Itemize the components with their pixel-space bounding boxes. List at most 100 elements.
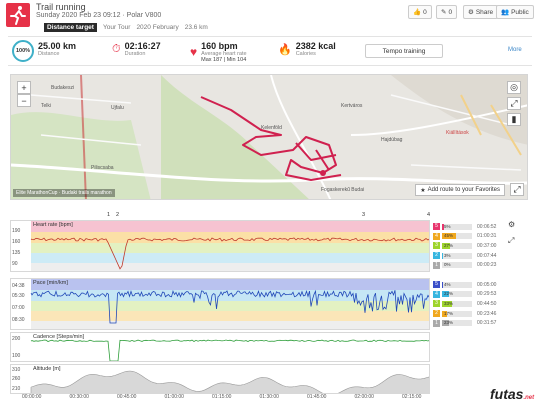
cadence-chart[interactable]: Cadence [Steps/min] 200 100 bbox=[10, 332, 430, 362]
cadence-plot bbox=[30, 339, 429, 361]
heart-rate-label: Average heart rate bbox=[201, 51, 247, 57]
more-link[interactable]: More bbox=[508, 47, 522, 53]
zoom-out-button[interactable]: − bbox=[17, 94, 31, 107]
map-label: Budakeszi bbox=[51, 85, 75, 91]
heart-rate-title: Heart rate [bpm] bbox=[33, 222, 73, 228]
zone-time: 00:31:57 bbox=[477, 320, 497, 327]
heart-rate-chart[interactable]: Heart rate [bpm] 190 160 135 90 bbox=[10, 220, 430, 272]
zone-row: 4 45% 01:00:31 bbox=[433, 232, 523, 242]
settings-icon[interactable]: ⚙ bbox=[508, 220, 516, 229]
y-tick: 310 bbox=[12, 367, 21, 373]
tag-month[interactable]: 2020 February bbox=[136, 24, 179, 31]
workout-header: Trail running Sunday 2020 Feb 23 09:12 ·… bbox=[0, 0, 540, 34]
route-map[interactable]: + − ◎ ⤢ ▮ Budakeszi Ujfalu Telki Kertvár… bbox=[10, 74, 528, 200]
fullscreen-icon[interactable]: ⤢ bbox=[507, 97, 521, 110]
stopwatch-icon: ⏱ bbox=[112, 42, 121, 55]
heart-rate-plot bbox=[30, 221, 429, 271]
zone-row: 3 33% 00:44:50 bbox=[433, 299, 523, 309]
zone-percent: 5% bbox=[444, 223, 451, 229]
heart-icon: ♥ bbox=[190, 45, 198, 59]
like-button[interactable]: 👍 0 bbox=[408, 5, 432, 19]
altitude-plot bbox=[30, 370, 429, 393]
expand-icon[interactable]: ⤢ bbox=[510, 183, 524, 196]
y-tick: 04:38 bbox=[12, 283, 25, 289]
zone-bar: 4% bbox=[442, 281, 472, 288]
fullscreen-icon[interactable]: ⤢ bbox=[508, 236, 515, 245]
distance-target-badge: Distance target bbox=[44, 23, 97, 32]
workout-subtitle: Sunday 2020 Feb 23 09:12 · Polar V800 bbox=[36, 12, 162, 19]
zone-row: 1 23% 00:31:57 bbox=[433, 318, 523, 328]
zone-row: 3 27% 00:37:00 bbox=[433, 241, 523, 251]
y-tick: 160 bbox=[12, 239, 21, 245]
pace-zones: 5 4% 00:05:00 4 22% 00:29:53 3 33% 00:44:50 2 17% 0… bbox=[433, 280, 523, 328]
altitude-chart[interactable]: Altitude [m] 310 260 210 bbox=[10, 364, 430, 394]
tag-tour[interactable]: Your Tour bbox=[102, 24, 131, 31]
duration-value: 02:16:27 bbox=[124, 41, 161, 51]
heart-rate-range: Max 187 | Min 104 bbox=[201, 57, 247, 63]
thumb-up-icon: 👍 bbox=[413, 9, 422, 16]
map-caption: Elite MarathonCup · Budaki trails marath… bbox=[13, 189, 115, 197]
zone-time: 00:06:52 bbox=[477, 223, 497, 230]
public-button[interactable]: 👥 Public bbox=[496, 5, 534, 19]
pace-plot bbox=[30, 279, 429, 329]
y-tick: 07:00 bbox=[12, 305, 25, 311]
zone-percent: 45% bbox=[444, 233, 454, 239]
running-icon bbox=[6, 3, 30, 27]
cadence-title: Cadence [Steps/min] bbox=[33, 334, 85, 340]
layers-icon[interactable]: ◎ bbox=[507, 81, 521, 94]
zone-percent: 3% bbox=[444, 252, 451, 258]
map-label: Ujfalu bbox=[111, 105, 124, 111]
lap-marker[interactable]: 1 bbox=[107, 212, 111, 218]
zone-time: 00:44:50 bbox=[477, 300, 497, 307]
x-tick: 01:00:00 bbox=[164, 394, 184, 400]
y-tick: 05:30 bbox=[12, 293, 25, 299]
stats-bar: 100% 25.00 km Distance ⏱ 02:16:27 Durati… bbox=[8, 36, 532, 66]
pace-chart[interactable]: Pace [min/km] 04:38 05:30 07:00 08:30 bbox=[10, 278, 430, 330]
pace-title: Pace [min/km] bbox=[33, 280, 68, 286]
calories-stat: 🔥 2382 kcal Calories bbox=[278, 41, 336, 57]
zone-row: 5 4% 00:05:00 bbox=[433, 280, 523, 290]
y-tick: 90 bbox=[12, 261, 18, 267]
zone-row: 1 0% 00:00:23 bbox=[433, 260, 523, 270]
zone-swatch: 4 bbox=[433, 290, 440, 298]
street-view-icon[interactable]: ▮ bbox=[507, 113, 521, 126]
x-tick: 01:45:00 bbox=[307, 394, 327, 400]
zone-time: 00:23:46 bbox=[477, 310, 497, 317]
y-tick: 260 bbox=[12, 376, 21, 382]
add-favorite-button[interactable]: ★ Add route to your Favorites bbox=[415, 184, 505, 196]
zone-row: 2 17% 00:23:46 bbox=[433, 309, 523, 319]
heart-rate-zones: 5 5% 00:06:52 4 45% 01:00:31 3 27% 00:37:00 2 3% 00… bbox=[433, 222, 523, 270]
workout-type-button[interactable]: Tempo training bbox=[365, 44, 443, 58]
lap-marker[interactable]: 2 bbox=[116, 212, 120, 218]
y-tick: 190 bbox=[12, 228, 21, 234]
lap-marker[interactable]: 4 bbox=[427, 212, 431, 218]
share-button[interactable]: ⚙ Share bbox=[463, 5, 499, 19]
comment-button[interactable]: ✎ 0 bbox=[436, 5, 458, 19]
flame-icon: 🔥 bbox=[278, 43, 292, 56]
zone-bar: 3% bbox=[442, 252, 472, 259]
map-label: Piliscsaba bbox=[91, 165, 114, 171]
calories-value: 2382 kcal bbox=[295, 41, 336, 51]
zone-swatch: 2 bbox=[433, 310, 440, 318]
map-label: Kiállítások bbox=[446, 130, 469, 136]
heart-rate-value: 160 bpm bbox=[201, 41, 238, 51]
heart-rate-stat: ♥ 160 bpm Average heart rate Max 187 | M… bbox=[190, 41, 247, 63]
zoom-in-button[interactable]: + bbox=[17, 81, 31, 94]
lap-marker[interactable]: 3 bbox=[362, 212, 366, 218]
comment-icon: ✎ bbox=[441, 9, 447, 16]
distance-value: 25.00 km bbox=[38, 41, 77, 51]
time-axis: 00:00:00 00:30:00 00:45:00 01:00:00 01:15:00… bbox=[10, 394, 430, 404]
zone-bar: 5% bbox=[442, 223, 472, 230]
map-label: Fogaskerekű Budai bbox=[321, 187, 365, 193]
charts-area: 1 2 3 4 Heart rate [bpm] 190 160 135 90 … bbox=[10, 210, 530, 406]
tag-distance[interactable]: 23.6 km bbox=[184, 24, 208, 31]
zone-percent: 27% bbox=[444, 242, 454, 248]
zone-row: 4 22% 00:29:53 bbox=[433, 290, 523, 300]
zone-swatch: 3 bbox=[433, 300, 440, 308]
y-tick: 100 bbox=[12, 353, 21, 359]
zone-bar: 17% bbox=[442, 310, 472, 317]
zone-swatch: 3 bbox=[433, 242, 440, 250]
zone-time: 00:29:53 bbox=[477, 291, 497, 298]
map-canvas bbox=[11, 75, 527, 199]
y-tick: 08:30 bbox=[12, 317, 25, 323]
